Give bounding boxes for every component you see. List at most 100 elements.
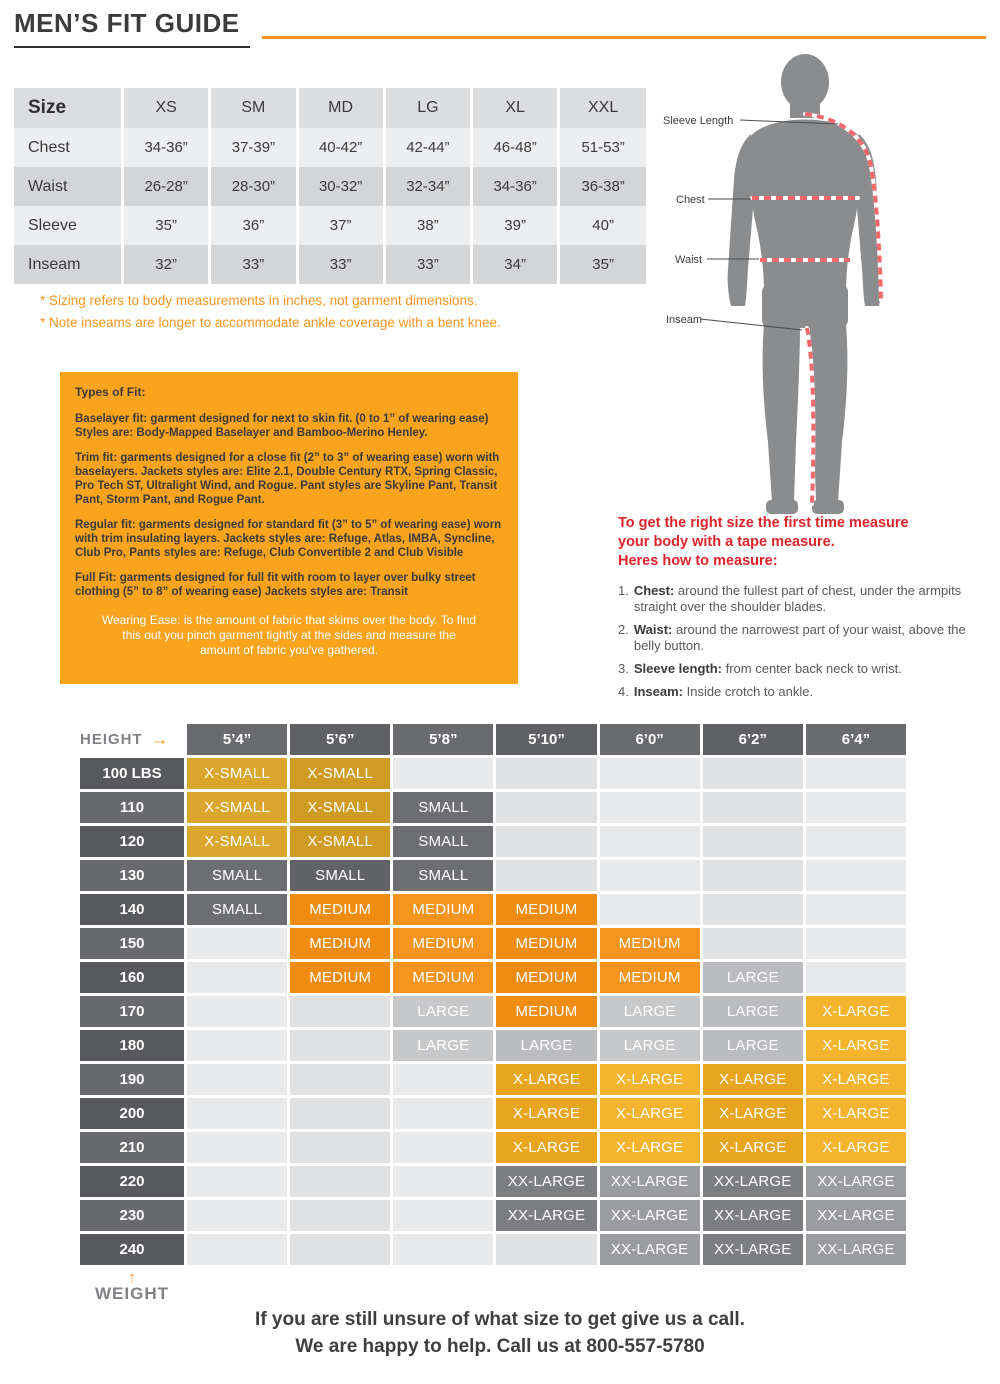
matrix-empty-cell: [290, 1200, 391, 1231]
weight-label-cell: 200: [80, 1098, 184, 1129]
matrix-empty-cell: [187, 1234, 288, 1265]
step-term: Inseam:: [633, 684, 683, 699]
matrix-empty-cell: [290, 1132, 391, 1163]
matrix-empty-cell: [805, 962, 906, 993]
weight-label-cell: 140: [80, 894, 184, 925]
size-zone-cell: MEDIUM: [393, 928, 494, 959]
size-zone-cell: XX-LARGE: [496, 1200, 597, 1231]
matrix-empty-cell: [702, 758, 803, 789]
matrix-empty-cell: [599, 860, 700, 891]
page-title: MEN’S FIT GUIDE: [14, 8, 250, 48]
size-value-cell: 33”: [208, 245, 297, 284]
matrix-empty-cell: [187, 996, 288, 1027]
size-zone-cell: X-LARGE: [702, 1098, 803, 1129]
matrix-empty-cell: [496, 1234, 597, 1265]
size-zone-cell: X-LARGE: [702, 1064, 803, 1095]
matrix-empty-cell: [393, 1166, 494, 1197]
footnote: * Note inseams are longer to accommodate…: [40, 315, 501, 330]
size-zone-cell: XX-LARGE: [702, 1234, 803, 1265]
measure-steps: 1. Chest: around the fullest part of ches…: [618, 583, 990, 700]
types-of-fit-box: Types of Fit: Baselayer fit: garment des…: [60, 372, 518, 684]
fit-paragraph: Trim fit: garments designed for a close …: [75, 452, 500, 506]
matrix-empty-cell: [393, 1064, 494, 1095]
size-zone-cell: LARGE: [599, 1030, 700, 1061]
size-zone-cell: LARGE: [702, 996, 803, 1027]
size-zone-cell: MEDIUM: [393, 894, 494, 925]
figure-label-inseam: Inseam: [666, 314, 702, 326]
size-value-cell: 33”: [382, 245, 472, 284]
matrix-empty-cell: [599, 826, 700, 857]
size-zone-cell: LARGE: [702, 1030, 803, 1061]
matrix-empty-cell: [187, 962, 288, 993]
figure-label-chest: Chest: [676, 194, 705, 206]
size-zone-cell: XX-LARGE: [496, 1166, 597, 1197]
matrix-grid: HEIGHT → 5’4” 5’6” 5’8” 5’10” 6’0” 6’2” 6’4” 10…: [80, 724, 906, 1265]
matrix-empty-cell: [290, 1234, 391, 1265]
matrix-empty-cell: [290, 1166, 391, 1197]
size-column-header: LG: [382, 88, 472, 128]
matrix-empty-cell: [702, 826, 803, 857]
height-header-cell: 5’6”: [290, 724, 391, 755]
measure-lines: [750, 112, 883, 506]
weight-label-cell: 170: [80, 996, 184, 1027]
weight-label-cell: 180: [80, 1030, 184, 1061]
step-number: 3.: [618, 661, 629, 676]
wearing-ease-note: Wearing Ease: is the amount of fabric th…: [101, 613, 477, 657]
step-text: Waist: around the narrowest part of your…: [633, 622, 966, 653]
size-zone-cell: X-SMALL: [187, 792, 288, 823]
size-zone-cell: SMALL: [393, 826, 494, 857]
measurement-row-label: Inseam: [28, 255, 81, 273]
size-zone-cell: X-LARGE: [599, 1132, 700, 1163]
measure-intro-line-2: your body with a tape measure.: [618, 534, 835, 550]
step-text: Inseam: Inside crotch to ankle.: [633, 684, 814, 699]
matrix-empty-cell: [393, 1098, 494, 1129]
body-silhouette-svg: Sleeve Length Chest Waist Inseam: [663, 54, 883, 514]
size-value-cell: 30-32”: [295, 167, 385, 206]
size-column-header: SM: [208, 88, 297, 128]
height-axis-label: HEIGHT →: [80, 724, 184, 755]
measure-step: 2. Waist: around the narrowest part of yo…: [618, 622, 990, 654]
size-value-cell: 26-28”: [120, 167, 210, 206]
size-value-cell: 42-44”: [382, 128, 472, 167]
size-value-cell: 40”: [557, 206, 646, 245]
step-text: Chest: around the fullest part of chest,…: [633, 583, 962, 614]
height-header-cell: 6’0”: [599, 724, 700, 755]
size-zone-cell: SMALL: [393, 860, 494, 891]
height-header-cell: 6’2”: [702, 724, 803, 755]
size-zone-cell: X-SMALL: [187, 758, 288, 789]
matrix-empty-cell: [599, 894, 700, 925]
matrix-empty-cell: [805, 792, 906, 823]
step-term: Sleeve length:: [633, 661, 722, 676]
matrix-empty-cell: [805, 894, 906, 925]
matrix-empty-cell: [393, 1234, 494, 1265]
measurement-row-label: Waist: [28, 177, 68, 195]
matrix-empty-cell: [187, 1132, 288, 1163]
size-value-cell: 36”: [208, 206, 297, 245]
size-zone-cell: X-SMALL: [290, 826, 391, 857]
size-zone-cell: X-LARGE: [496, 1064, 597, 1095]
size-value-cell: 40-42”: [295, 128, 385, 167]
weight-label-cell: 190: [80, 1064, 184, 1095]
matrix-empty-cell: [393, 1132, 494, 1163]
height-header-cell: 5’10”: [496, 724, 597, 755]
measurement-figure: Sleeve Length Chest Waist Inseam: [645, 52, 985, 530]
size-value-cell: 28-30”: [208, 167, 297, 206]
size-zone-cell: X-SMALL: [187, 826, 288, 857]
size-zone-cell: MEDIUM: [599, 962, 700, 993]
matrix-empty-cell: [290, 1030, 391, 1061]
footer-help: If you are still unsure of what size to …: [0, 1306, 1000, 1360]
size-zone-cell: MEDIUM: [496, 962, 597, 993]
matrix-empty-cell: [496, 758, 597, 789]
step-text: Sleeve length: from center back neck to …: [633, 661, 902, 676]
size-value-cell: 35”: [557, 245, 646, 284]
size-chart-row: Inseam 32” 33” 33” 33” 34” 35”: [14, 245, 646, 284]
size-zone-cell: XX-LARGE: [599, 1166, 700, 1197]
weight-label-cell: 240: [80, 1234, 184, 1265]
height-header-cell: 6’4”: [805, 724, 906, 755]
size-chart-header-row: Size XS SM MD LG XL XXL: [14, 88, 646, 128]
step-number: 1.: [618, 583, 629, 598]
size-chart-row: Chest 34-36” 37-39” 40-42” 42-44” 46-48” 51-53…: [14, 128, 646, 167]
weight-label-cell: 220: [80, 1166, 184, 1197]
size-zone-cell: XX-LARGE: [805, 1166, 906, 1197]
